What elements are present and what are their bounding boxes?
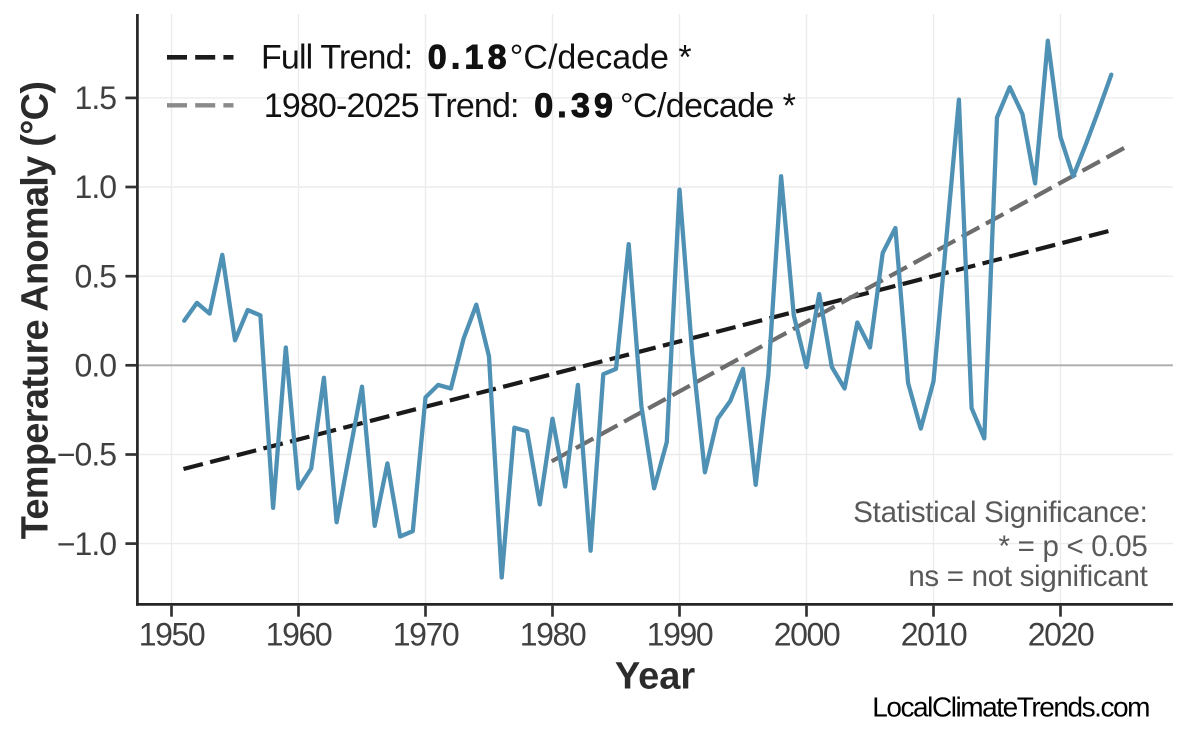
svg-text:−0.5: −0.5 <box>57 437 116 473</box>
svg-text:1990: 1990 <box>647 617 713 653</box>
svg-text:1960: 1960 <box>266 617 332 653</box>
svg-text:0.5: 0.5 <box>75 258 117 294</box>
svg-text:1.5: 1.5 <box>75 80 117 116</box>
svg-text:2020: 2020 <box>1028 617 1094 653</box>
svg-text:1.0: 1.0 <box>75 169 117 205</box>
svg-text:LocalClimateTrends.com: LocalClimateTrends.com <box>872 692 1149 723</box>
svg-text:1950: 1950 <box>139 617 205 653</box>
svg-text:1980: 1980 <box>520 617 586 653</box>
svg-text:2000: 2000 <box>774 617 840 653</box>
svg-text:Full Trend:0.18°C/decade *: Full Trend: 0.18°C/decade * <box>261 38 692 76</box>
svg-text:0.0: 0.0 <box>75 348 117 384</box>
svg-text:1970: 1970 <box>393 617 459 653</box>
svg-text:−1.0: −1.0 <box>57 526 116 562</box>
svg-text:ns = not significant: ns = not significant <box>908 560 1147 593</box>
svg-text:Temperature Anomaly (°C): Temperature Anomaly (°C) <box>15 82 57 540</box>
svg-text:2010: 2010 <box>901 617 967 653</box>
svg-text:Year: Year <box>615 655 696 697</box>
svg-text:Statistical Significance:: Statistical Significance: <box>853 496 1147 529</box>
svg-text:* = p < 0.05: * = p < 0.05 <box>999 530 1148 563</box>
